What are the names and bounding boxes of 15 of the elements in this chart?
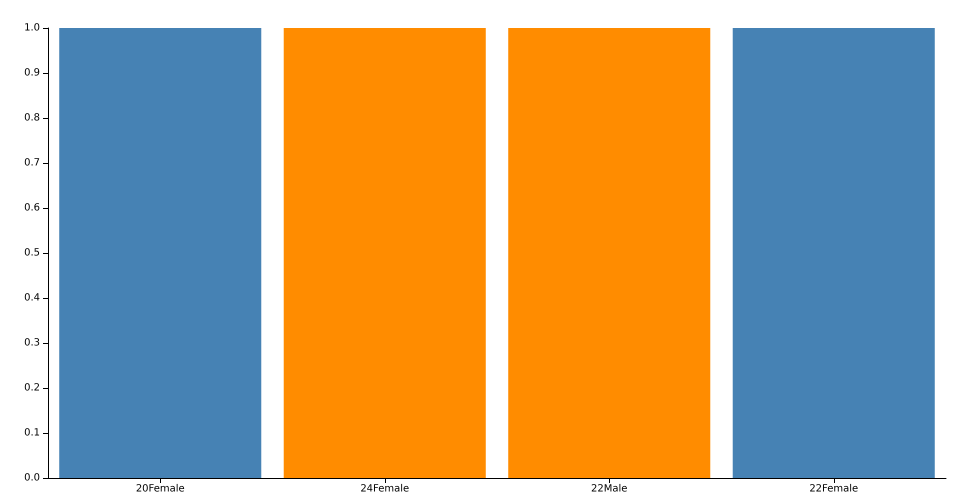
x-tick-label: 20Female xyxy=(136,484,185,494)
y-tick-label: 0.4 xyxy=(24,292,40,304)
y-tick-label: 0.1 xyxy=(24,428,40,438)
y-tick-label: 1.0 xyxy=(24,22,40,34)
x-tick-label: 22Female xyxy=(809,484,858,494)
y-tick-label: 0.0 xyxy=(24,472,40,484)
y-tick-label: 0.7 xyxy=(24,158,40,168)
y-tick-label: 0.6 xyxy=(24,202,40,214)
x-tick-label: 24Female xyxy=(360,484,410,494)
y-tick-label: 0.2 xyxy=(24,382,40,394)
x-tick-label: 22Male xyxy=(591,484,628,494)
y-tick-label: 0.9 xyxy=(24,68,40,78)
y-tick-label: 0.5 xyxy=(24,248,40,258)
y-tick-label: 0.8 xyxy=(24,112,40,124)
y-tick-label: 0.3 xyxy=(24,338,40,348)
